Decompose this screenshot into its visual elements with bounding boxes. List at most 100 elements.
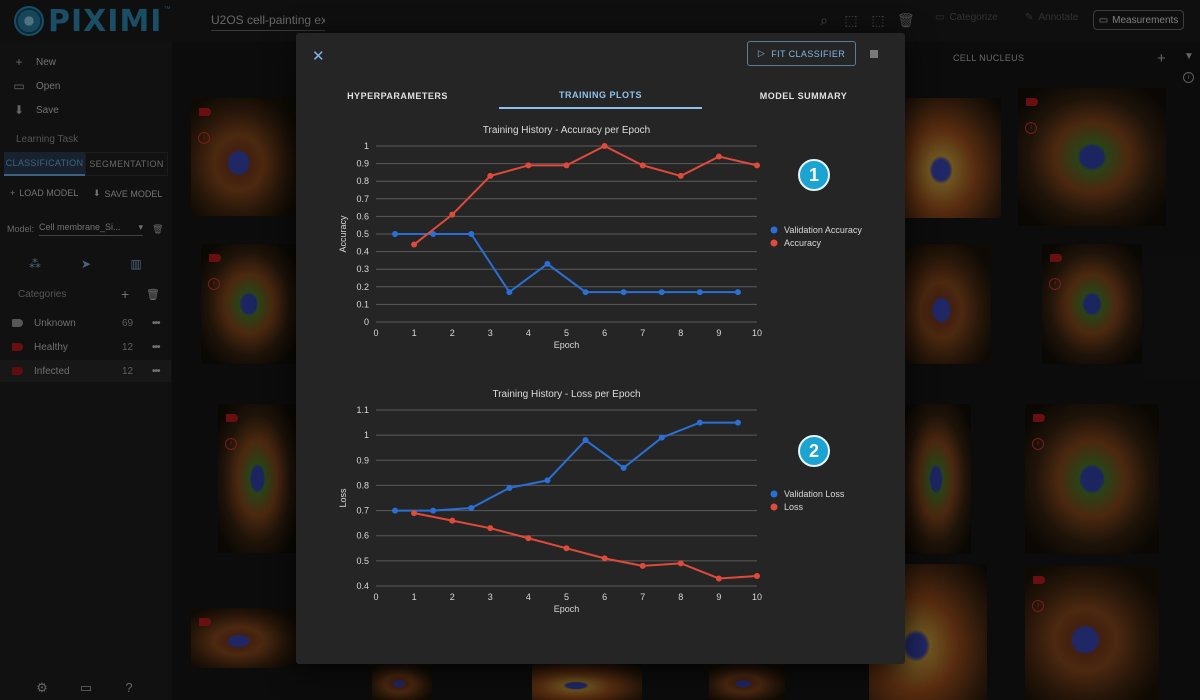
plus-icon: + <box>10 188 16 198</box>
more-options-icon[interactable]: ••• <box>152 317 160 329</box>
data-point <box>754 572 760 579</box>
label-view-icon[interactable]: ➤ <box>80 257 92 271</box>
label-icon: ▭ <box>935 12 945 23</box>
annotate-button[interactable]: ✎ Annotate <box>1025 12 1078 23</box>
y-tick-label: 0.1 <box>356 299 369 309</box>
series-line <box>413 512 758 580</box>
series-line <box>395 421 738 512</box>
load-model-button[interactable]: + LOAD MODEL <box>10 188 78 198</box>
info-icon: i <box>1032 600 1044 612</box>
stop-icon[interactable] <box>870 50 878 58</box>
save-button[interactable]: ⬇ Save <box>12 103 59 117</box>
x-tick-label: 1 <box>412 592 417 602</box>
chevron-down-icon: ▾ <box>138 222 144 232</box>
project-name-input[interactable]: U2OS cell-painting experiment <box>211 13 325 31</box>
categories-heading: Categories <box>18 289 67 300</box>
feedback-icon[interactable]: ▭ <box>79 680 93 695</box>
image-tile[interactable] <box>901 98 1001 218</box>
accuracy-chart: Training History - Accuracy per Epoch 0 0.… <box>338 125 862 350</box>
image-tile[interactable] <box>372 664 432 700</box>
scatter-view-icon[interactable]: ⁂ <box>29 257 41 271</box>
data-point <box>677 560 684 567</box>
info-icon[interactable]: i <box>1183 72 1194 83</box>
download-icon: ⬇ <box>13 103 25 117</box>
data-point <box>449 211 456 218</box>
annotate-label: Annotate <box>1038 12 1079 23</box>
info-icon: i <box>225 438 237 450</box>
model-selector-row: Model: Cell membrane_Si... ▾ 🗑 <box>7 222 163 236</box>
tab-model-summary[interactable]: MODEL SUMMARY <box>759 91 848 101</box>
label-icon <box>209 254 221 262</box>
info-icon: i <box>1032 438 1044 450</box>
select-all-icon[interactable]: ⬚ <box>844 12 858 28</box>
image-tile[interactable]: i <box>1018 88 1166 226</box>
open-button[interactable]: ▭ Open <box>12 79 60 93</box>
fit-classifier-button[interactable]: ▷ FIT CLASSIFIER <box>747 41 856 66</box>
image-tile[interactable] <box>191 608 297 668</box>
label-icon <box>1033 414 1045 422</box>
y-tick-label: 1 <box>364 141 369 151</box>
legend-label: Loss <box>784 502 804 512</box>
tab-classification[interactable]: CLASSIFICATION <box>4 152 85 176</box>
new-button[interactable]: + New <box>12 55 56 69</box>
image-tile[interactable]: i <box>1042 244 1142 364</box>
settings-icon[interactable]: ⚙ <box>36 680 48 695</box>
save-model-button[interactable]: ⬇ SAVE MODEL <box>93 188 162 199</box>
data-point <box>677 172 684 179</box>
more-options-icon[interactable]: ••• <box>152 365 160 377</box>
image-tile[interactable] <box>709 664 785 700</box>
data-point <box>601 143 608 149</box>
data-point <box>734 419 741 426</box>
deselect-icon[interactable]: ⬚ <box>871 12 885 28</box>
loss-chart: Training History - Loss per Epoch 0.4 0.5 0… <box>338 389 845 614</box>
x-tick-label: 5 <box>564 328 569 338</box>
category-name: Healthy <box>34 341 68 353</box>
label-icon <box>226 414 238 422</box>
plus-icon: + <box>15 55 23 69</box>
add-category-icon[interactable]: + <box>121 286 130 302</box>
y-tick-label: 0.7 <box>356 506 369 516</box>
open-label: Open <box>36 80 61 92</box>
image-tile[interactable] <box>901 404 971 554</box>
image-tile[interactable]: i <box>191 98 297 216</box>
category-item[interactable]: Infected 12 ••• <box>0 360 171 382</box>
chart-title: Training History - Loss per Epoch <box>492 389 640 400</box>
x-tick-label: 9 <box>716 328 721 338</box>
category-item[interactable]: Healthy 12 ••• <box>0 336 171 358</box>
close-icon[interactable]: ✕ <box>312 48 325 65</box>
delete-model-icon[interactable]: 🗑 <box>152 223 164 234</box>
more-options-icon[interactable]: ••• <box>152 341 160 353</box>
tab-hyperparameters[interactable]: HYPERPARAMETERS <box>347 91 448 101</box>
logo-mark-icon <box>14 6 44 36</box>
image-tile[interactable] <box>901 244 991 364</box>
gesture-icon: ✎ <box>1025 12 1034 23</box>
dialog-tabs: HYPERPARAMETERS TRAINING PLOTS MODEL SUM… <box>296 83 905 109</box>
model-select[interactable]: Cell membrane_Si... ▾ <box>39 222 144 236</box>
image-tile[interactable] <box>532 664 642 700</box>
tab-segmentation[interactable]: SEGMENTATION <box>85 152 168 176</box>
callout-marker: 2 <box>798 435 830 467</box>
image-tile[interactable]: i <box>218 404 297 553</box>
measurements-button[interactable]: ▭ Measurements <box>1093 10 1184 30</box>
zoom-icon[interactable]: ⌕ <box>820 12 828 28</box>
categorize-button[interactable]: ▭ Categorize <box>935 12 998 23</box>
image-tile[interactable]: i <box>1025 404 1159 554</box>
add-icon[interactable]: + <box>1157 50 1166 67</box>
save-label: Save <box>36 104 59 116</box>
filter-icon[interactable]: ▼ <box>1184 51 1194 62</box>
bar-chart-view-icon[interactable]: ▥ <box>130 257 142 271</box>
y-tick-label: 0 <box>364 317 369 327</box>
data-point <box>563 162 570 169</box>
data-point <box>468 231 475 237</box>
data-point <box>639 562 646 569</box>
x-tick-label: 3 <box>488 592 493 602</box>
tab-training-plots[interactable]: TRAINING PLOTS <box>499 83 702 109</box>
image-tile[interactable]: i <box>201 244 297 364</box>
category-name: Unknown <box>34 317 76 329</box>
delete-categories-icon[interactable]: 🗑 <box>146 289 160 301</box>
image-tile[interactable]: i <box>1025 566 1159 700</box>
help-icon[interactable]: ? <box>125 680 133 695</box>
legend-swatch <box>770 490 778 498</box>
category-item[interactable]: Unknown 69 ••• <box>0 312 171 334</box>
delete-icon[interactable]: 🗑 <box>897 12 915 28</box>
